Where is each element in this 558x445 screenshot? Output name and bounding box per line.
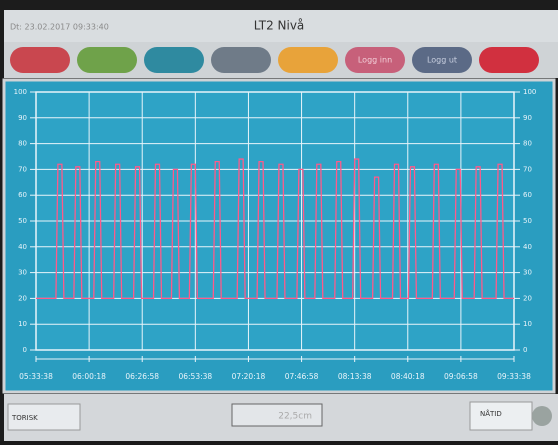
y-tick-label: 40 — [18, 243, 27, 251]
y2-tick-label: 0 — [523, 346, 527, 354]
nav-button[interactable] — [144, 47, 204, 73]
close-icon[interactable] — [532, 406, 552, 426]
nav-button[interactable] — [211, 47, 271, 73]
y-tick-label: 100 — [14, 88, 27, 96]
screen: Dt: 23.02.2017 09:33:40 LT2 Nivå Logg in… — [0, 0, 558, 441]
y2-tick-label: 40 — [523, 243, 532, 251]
x-tick-label: 08:13:38 — [338, 372, 372, 381]
y-tick-label: 30 — [18, 269, 27, 277]
y-tick-label: 10 — [18, 320, 27, 328]
level-value: 22,5cm — [278, 412, 312, 422]
x-tick-label: 09:06:58 — [444, 372, 478, 381]
now-label: NÅTID — [480, 409, 502, 418]
header-datetime: Dt: 23.02.2017 09:33:40 — [10, 23, 109, 32]
logout-label: Logg ut — [427, 56, 457, 65]
x-tick-label: 06:53:38 — [178, 372, 212, 381]
y2-tick-label: 50 — [523, 217, 532, 225]
x-tick-label: 09:33:38 — [497, 372, 531, 381]
y2-tick-label: 70 — [523, 165, 532, 173]
y2-tick-label: 60 — [523, 191, 532, 199]
y2-tick-label: 10 — [523, 320, 532, 328]
y-tick-label: 80 — [18, 140, 27, 148]
y-tick-label: 60 — [18, 191, 27, 199]
x-tick-label: 08:40:18 — [391, 372, 425, 381]
x-tick-label: 07:46:58 — [285, 372, 319, 381]
y2-tick-label: 30 — [523, 269, 532, 277]
x-tick-label: 06:00:18 — [72, 372, 106, 381]
y2-tick-label: 80 — [523, 140, 532, 148]
y-tick-label: 90 — [18, 114, 27, 122]
x-tick-label: 06:26:58 — [125, 372, 159, 381]
x-tick-label: 05:33:38 — [19, 372, 53, 381]
y2-tick-label: 20 — [523, 294, 532, 302]
y-tick-label: 50 — [18, 217, 27, 225]
nav-button[interactable] — [278, 47, 338, 73]
x-tick-label: 07:20:18 — [232, 372, 266, 381]
y2-tick-label: 90 — [523, 114, 532, 122]
history-label: TORISK — [11, 414, 38, 422]
login-label: Logg inn — [358, 56, 392, 65]
y-tick-label: 0 — [23, 346, 27, 354]
y2-tick-label: 100 — [523, 88, 536, 96]
y-tick-label: 20 — [18, 294, 27, 302]
header-title: LT2 Nivå — [254, 19, 305, 33]
nav-button[interactable] — [77, 47, 137, 73]
nav-button[interactable] — [10, 47, 70, 73]
nav-button[interactable] — [479, 47, 539, 73]
plot: 0 0 10 10 20 20 30 30 40 40 50 50 60 60 70 70 80 80 90 90 10… — [14, 88, 537, 381]
y-tick-label: 70 — [18, 165, 27, 173]
